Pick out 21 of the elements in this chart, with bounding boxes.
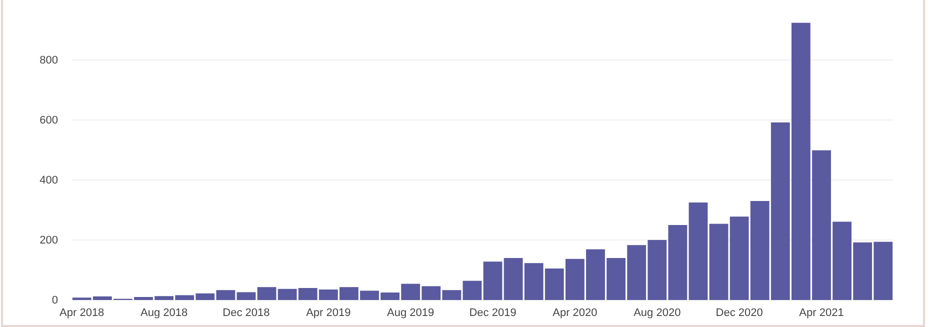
x-tick-label: Aug 2020 (634, 306, 681, 319)
bar (709, 224, 728, 300)
x-tick-label: Apr 2019 (306, 306, 351, 319)
x-tick-label: Dec 2020 (716, 306, 763, 319)
bar (257, 287, 276, 300)
bar (688, 202, 708, 300)
x-tick-label: Dec 2018 (222, 306, 270, 319)
x-tick-label: Dec 2019 (469, 306, 516, 319)
x-tick-label: Apr 2020 (552, 306, 598, 319)
y-tick-label: 0 (52, 294, 58, 307)
bar (236, 292, 256, 300)
y-tick-label: 400 (40, 174, 58, 187)
y-tick-label: 200 (40, 234, 58, 247)
x-tick-label: Aug 2019 (387, 306, 434, 319)
x-tick-label: Apr 2018 (60, 306, 104, 319)
x-tick-label: Apr 2021 (799, 306, 844, 319)
x-tick-label: Aug 2018 (140, 306, 188, 319)
y-tick-label: 800 (40, 54, 58, 67)
bar (462, 280, 482, 300)
bar (483, 262, 502, 300)
y-tick-label: 600 (40, 114, 58, 127)
